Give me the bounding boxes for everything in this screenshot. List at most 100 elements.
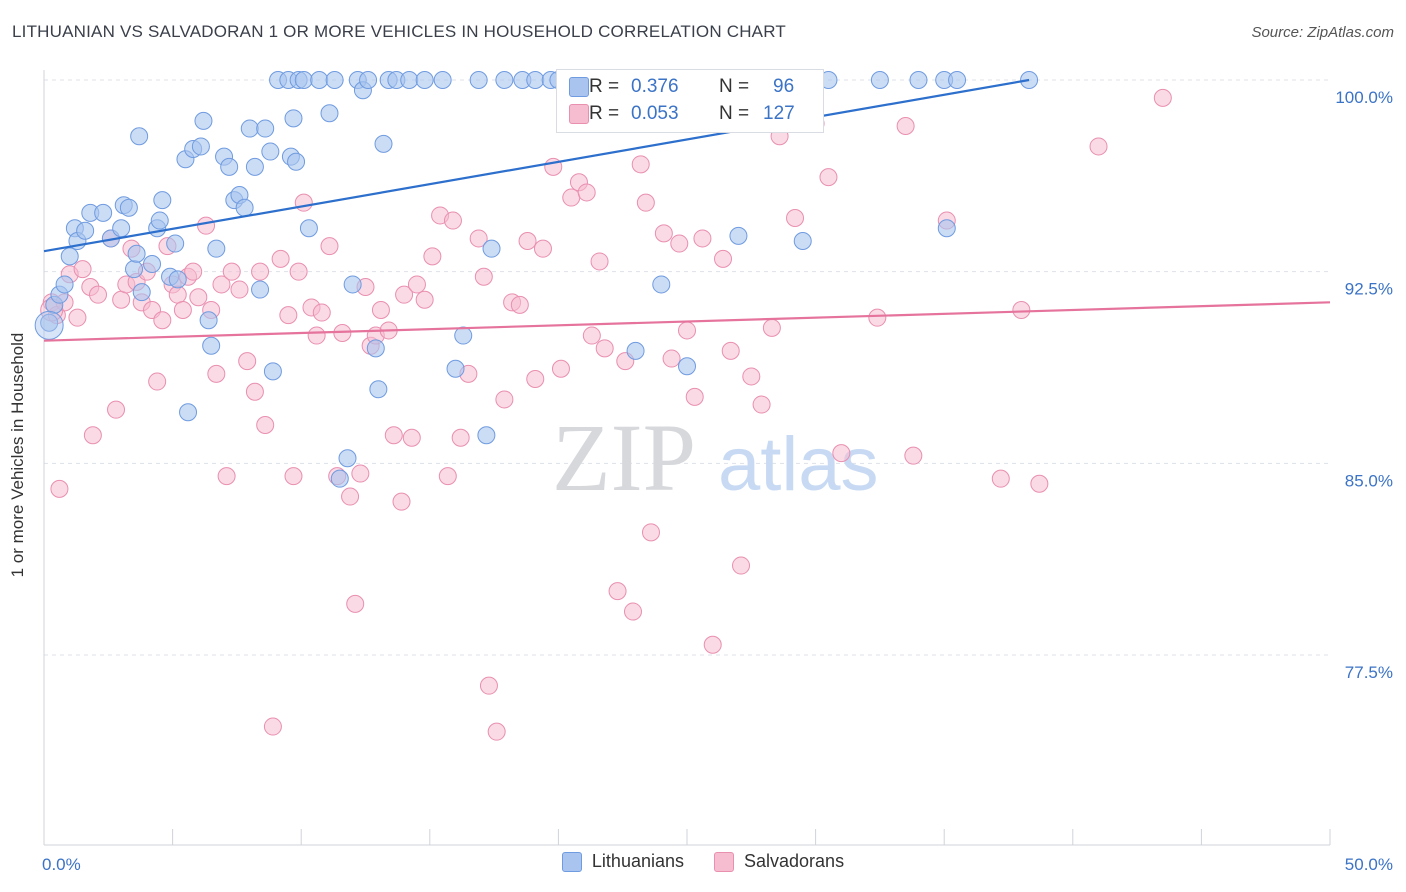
n-label: N = [719, 76, 750, 97]
y-tick-label: 77.5% [1345, 663, 1393, 682]
salvadoran-point [693, 229, 712, 248]
lithuanian-point [60, 247, 79, 266]
salvadoran-point [312, 303, 331, 322]
salvadoran-point [395, 285, 414, 304]
salvadoran-point [868, 308, 887, 327]
salvadoran-point [533, 239, 552, 258]
salvadoran-point [197, 216, 216, 235]
watermark-atlas: atlas [718, 422, 879, 507]
salvadoran-point [1012, 301, 1031, 319]
stats-row-lithuanians: R = 0.376 N = 96 [569, 76, 794, 98]
salvadoran-point [582, 326, 601, 345]
salvadoran-point [89, 285, 108, 304]
lithuanian-point [245, 157, 264, 176]
salvadoran-point [73, 260, 92, 279]
salvadoran-point [1030, 474, 1049, 493]
salvadoran-point [251, 262, 270, 281]
salvadoran-point [207, 364, 226, 383]
legend-item-salvadorans[interactable]: Salvadorans [714, 851, 844, 872]
salvadoran-point [415, 290, 434, 309]
salvadoran-point [721, 341, 740, 360]
bottom-legend: Lithuanians Salvadorans [0, 851, 1406, 872]
salvadoran-point [238, 352, 257, 371]
lithuanian-point [294, 71, 313, 89]
axes-layer [43, 70, 1331, 846]
salvadoran-point [341, 487, 360, 506]
n-value: 127 [763, 103, 795, 124]
salvadoran-point [832, 444, 851, 463]
salvadoran-point [662, 349, 681, 368]
salvadoran-point [230, 280, 249, 299]
lithuanians-points [34, 71, 1039, 488]
salvadoran-point [577, 183, 596, 202]
lithuanian-point [130, 127, 149, 146]
lithuanian-point [359, 71, 378, 89]
salvadoran-point [703, 635, 722, 654]
salvadoran-point [762, 318, 781, 337]
salvadoran-point [526, 370, 545, 388]
salvadoran-point [346, 594, 365, 613]
salvadorans-legend-swatch [714, 851, 734, 872]
lithuanian-point [287, 152, 306, 171]
salvadorans-trend-line [43, 301, 1331, 342]
watermark: ZIP atlas [552, 404, 879, 511]
salvadoran-point [742, 367, 761, 386]
salvadoran-point [469, 229, 488, 248]
lithuanian-point [220, 157, 239, 176]
y-tick-label: 92.5% [1345, 280, 1393, 299]
lithuanian-point [325, 71, 344, 89]
lithuanian-point [477, 426, 496, 445]
stats-row-salvadorans: R = 0.053 N = 127 [569, 103, 795, 125]
watermark-zip: ZIP [552, 404, 696, 511]
salvadorans-swatch [569, 104, 589, 124]
salvadoran-point [636, 193, 655, 212]
lithuanian-point [415, 71, 434, 89]
lithuanian-point [194, 111, 213, 130]
salvadoran-point [438, 467, 457, 486]
lithuanian-point [729, 226, 748, 245]
salvadoran-point [551, 359, 570, 378]
salvadoran-point [371, 301, 390, 319]
lithuanian-point [127, 244, 146, 263]
salvadoran-point [608, 582, 627, 601]
salvadoran-point [320, 237, 339, 256]
lithuanian-point [526, 71, 545, 89]
lithuanian-point [948, 71, 967, 89]
salvadoran-point [173, 301, 192, 319]
lithuanian-point [112, 219, 131, 238]
legend-label-lithuanians: Lithuanians [591, 851, 684, 871]
lithuanian-point [119, 198, 138, 217]
lithuanian-point [338, 449, 357, 468]
lithuanian-point [343, 275, 362, 294]
salvadoran-point [518, 232, 537, 250]
lithuanian-point [495, 71, 514, 89]
salvadoran-point [654, 224, 673, 243]
tick-labels: 77.5% 85.0% 92.5% 100.0% 0.0% 50.0% [42, 88, 1393, 874]
lithuanians-legend-swatch [561, 851, 582, 872]
lithuanian-point [132, 283, 151, 302]
salvadoran-point [423, 247, 442, 266]
lithuanians-swatch [569, 77, 589, 97]
lithuanian-point [284, 109, 303, 128]
y-tick-label: 100.0% [1335, 88, 1393, 107]
n-label: N = [719, 103, 750, 124]
r-label: R = [589, 76, 620, 97]
salvadoran-point [595, 339, 614, 358]
x-tick-label-left: 0.0% [42, 855, 81, 874]
lithuanian-point [150, 211, 169, 230]
salvadoran-point [392, 492, 411, 511]
lithuanian-point [261, 142, 280, 161]
y-axis-label-wrap: 1 or more Vehicles in Household [8, 333, 28, 578]
salvadoran-point [212, 275, 231, 294]
lithuanian-point [400, 71, 419, 89]
salvadoran-point [904, 446, 923, 465]
salvadoran-point [495, 390, 514, 409]
salvadoran-point [351, 464, 370, 483]
salvadoran-point [732, 556, 751, 575]
salvadoran-point [217, 467, 236, 486]
salvadoran-point [50, 479, 69, 498]
legend-item-lithuanians[interactable]: Lithuanians [561, 851, 684, 872]
salvadoran-point [222, 262, 241, 281]
salvadoran-point [289, 262, 308, 281]
